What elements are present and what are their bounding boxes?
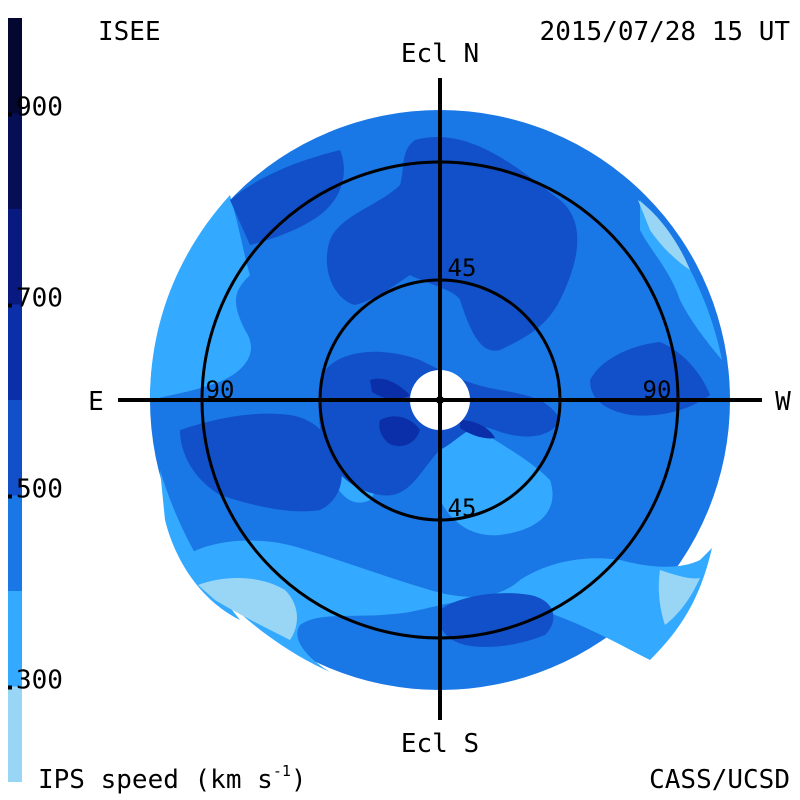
colorbar-ticks: 900 700 500 300 [8, 93, 63, 696]
region-dark-southwest [379, 416, 420, 447]
source-label: ISEE [98, 17, 161, 47]
ring-label-outer-right: 90 [643, 376, 672, 404]
colorbar-tick-label-0: 900 [16, 93, 63, 123]
grid-overlay [118, 78, 762, 720]
colorbar-tick-mark-1 [8, 303, 12, 308]
colorbar-segment-3 [8, 400, 22, 496]
colorbar-segment-7 [8, 18, 22, 114]
sun-center-dot [436, 396, 444, 404]
colorbar-segment-0 [8, 686, 22, 782]
south-label: Ecl S [401, 729, 479, 759]
region-light-west-upper [150, 195, 251, 400]
region-dark-southeast [460, 420, 495, 439]
region-lightest-southwest [198, 578, 297, 640]
datetime-label: 2015/07/28 15 UT [540, 17, 791, 47]
colorbar-title-close: ) [291, 765, 307, 795]
region-mid-south [438, 593, 554, 647]
ring-label-inner-bottom: 45 [448, 494, 477, 522]
colorbar-tick-mark-2 [8, 494, 12, 499]
colorbar-segment-2 [8, 495, 22, 591]
colorbar-title: IPS speed (km s-1) [38, 762, 307, 795]
colorbar-title-main: IPS speed (km s [38, 765, 273, 795]
credit-label: CASS/UCSD [649, 765, 790, 795]
colorbar-segment-1 [8, 591, 22, 687]
region-mid-north [326, 137, 578, 351]
colorbar-tick-label-1: 700 [16, 284, 63, 314]
east-label: E [88, 387, 104, 417]
region-light-center-south [440, 400, 553, 536]
colorbar-segment-5 [8, 209, 22, 305]
colorbar-tick-mark-3 [8, 685, 12, 690]
region-light-southwest [188, 540, 712, 672]
colorbar-tick-label-3: 300 [16, 666, 63, 696]
region-mid-northwest [230, 150, 344, 245]
region-lightest-southeast [658, 570, 700, 625]
north-label: Ecl N [401, 39, 479, 69]
colorbar-tick-mark-0 [8, 112, 12, 117]
colorbar [8, 18, 22, 782]
region-mid-east [590, 342, 710, 416]
region-dark-center [370, 378, 410, 400]
colorbar-title-exponent: -1 [273, 762, 291, 780]
west-label: W [775, 387, 791, 417]
ring-label-outer-left: 90 [206, 376, 235, 404]
region-light-southwest-edge [160, 470, 240, 620]
region-mid-west-band [180, 413, 342, 512]
colorbar-segment-6 [8, 113, 22, 209]
colorbar-tick-label-2: 500 [16, 475, 63, 505]
region-lightest-northeast [638, 200, 690, 270]
ring-label-inner-top: 45 [448, 254, 477, 282]
colorbar-segment-4 [8, 304, 22, 400]
